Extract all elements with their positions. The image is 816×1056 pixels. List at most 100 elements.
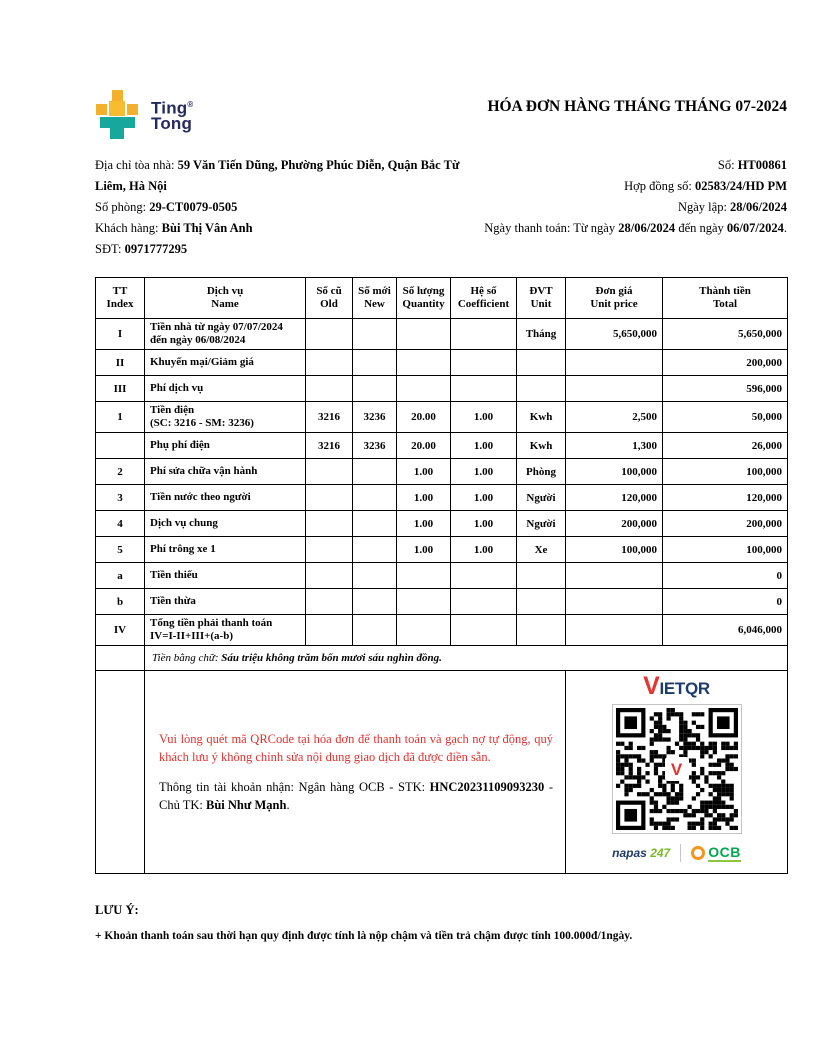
cell-total: 6,046,000	[662, 614, 788, 646]
invoice-info: Địa chỉ tòa nhà: 59 Văn Tiến Dũng, Phườn…	[95, 155, 787, 260]
cell-old	[305, 484, 353, 511]
cell-old	[305, 588, 353, 615]
table-row: 1 Tiền điện (SC: 3216 - SM: 3236) 3216 3236 2…	[95, 401, 788, 433]
cell-unit	[516, 614, 566, 646]
cell-name: Phụ phí điện	[144, 432, 306, 459]
cell-price: 100,000	[565, 536, 663, 563]
invoice-title: HÓA ĐƠN HÀNG THÁNG THÁNG 07-2024	[487, 98, 787, 115]
cell-price: 2,500	[565, 401, 663, 433]
column-header-line: Dịch vụ	[206, 285, 244, 297]
cell-name: Dịch vụ chung	[144, 510, 306, 537]
cell-new: 3236	[352, 432, 397, 459]
partner-divider	[680, 844, 682, 862]
cell-new	[352, 318, 397, 350]
qr-center-v-letter: V	[670, 759, 683, 779]
info-line: Hợp đồng số: 02583/24/HD PM	[475, 176, 787, 197]
column-header-line: New	[364, 298, 385, 310]
cell-unit: Người	[516, 484, 566, 511]
text-segment: HNC20231109093230	[429, 779, 545, 794]
text-segment: Số phòng:	[95, 200, 150, 214]
column-header-line: Hệ số	[470, 285, 497, 297]
info-line: Khách hàng: Bùi Thị Vân Anh	[95, 218, 475, 239]
cell-price	[565, 614, 663, 646]
cell-tt: a	[95, 562, 145, 589]
invoice-notes: LƯU Ý: + Khoản thanh toán sau thời hạn q…	[95, 903, 787, 942]
cell-new	[352, 588, 397, 615]
table-row: 5 Phí trông xe 1 1.00 1.00 Xe 100,000 100,000	[95, 536, 788, 563]
text-segment: Bùi Thị Vân Anh	[161, 221, 253, 235]
cell-old: 3216	[305, 432, 353, 459]
cell-qty: 1.00	[396, 484, 451, 511]
cell-qty	[396, 562, 451, 589]
cell-name: Tiền thừa	[144, 588, 306, 615]
account-info-text: Thông tin tài khoản nhận: Ngân hàng OCB …	[159, 778, 553, 814]
vietqr-qr: QR	[685, 679, 710, 698]
cell-name: Tiền thiếu	[144, 562, 306, 589]
text-segment: - Chủ TK:	[159, 779, 553, 812]
column-header: Thành tiền Total	[662, 277, 788, 319]
table-header-row: TT Index Dịch vụ Name Số cũ Old Số mới New Số lư…	[95, 277, 788, 319]
text-segment: 28/06/2024	[730, 200, 787, 214]
cell-coef: 1.00	[450, 510, 517, 537]
cell-name-line: đến ngày 06/08/2024	[150, 334, 246, 346]
ocb-logo: OCB	[691, 843, 741, 862]
cell-new	[352, 614, 397, 646]
cell-tt	[95, 432, 145, 459]
text-segment: Bùi Như Mạnh	[206, 797, 287, 812]
table-row: a Tiền thiếu 0	[95, 562, 788, 589]
cell-tt: III	[95, 375, 145, 402]
cell-tt: II	[95, 349, 145, 376]
info-line: Ngày lập: 28/06/2024	[475, 197, 787, 218]
cell-old	[305, 536, 353, 563]
table-row: III Phí dịch vụ 596,000	[95, 375, 788, 402]
cell-name-line: IV=I-II+III+(a-b)	[150, 630, 233, 642]
cell-qty	[396, 614, 451, 646]
amount-words-value: Sáu triệu không trăm bốn mươi sáu nghìn …	[221, 652, 442, 664]
text-segment: 0971777295	[124, 242, 188, 256]
column-header: Đơn giá Unit price	[565, 277, 663, 319]
vietqr-panel: VIETQR V napas 247 OCB	[565, 670, 788, 874]
column-header-line: Unit	[530, 298, 552, 310]
cell-total: 0	[662, 588, 788, 615]
cell-coef	[450, 614, 517, 646]
cell-name: Phí sửa chữa vận hành	[144, 458, 306, 485]
qr-warning-text: Vui lòng quét mã QRCode tại hóa đơn để t…	[159, 732, 553, 765]
cell-new	[352, 375, 397, 402]
text-segment: Số:	[717, 158, 738, 172]
column-header: Số lượng Quantity	[396, 277, 451, 319]
table-row: 2 Phí sửa chữa vận hành 1.00 1.00 Phòng 100,0…	[95, 458, 788, 485]
column-header-line: Số mới	[358, 285, 391, 297]
table-row: 4 Dịch vụ chung 1.00 1.00 Người 200,000 200,00…	[95, 510, 788, 537]
cell-coef: 1.00	[450, 401, 517, 433]
info-line: Ngày thanh toán: Từ ngày 28/06/2024 đến …	[475, 218, 787, 239]
empty-cell	[95, 670, 145, 874]
column-header-line: Đơn giá	[595, 285, 633, 297]
cell-unit	[516, 562, 566, 589]
cell-price	[565, 562, 663, 589]
amount-in-words-row: Tiền bằng chữ: Sáu triệu không trăm bốn …	[95, 645, 788, 671]
cell-tt: 4	[95, 510, 145, 537]
logo-pixel	[127, 104, 138, 115]
cell-coef	[450, 375, 517, 402]
cell-total: 5,650,000	[662, 318, 788, 350]
table-row: II Khuyến mại/Giảm giá 200,000	[95, 349, 788, 376]
cell-new	[352, 484, 397, 511]
invoice-table-footer: Tiền bằng chữ: Sáu triệu không trăm bốn …	[95, 645, 788, 874]
info-line: SĐT: 0971777295	[95, 239, 475, 260]
cell-price: 1,300	[565, 432, 663, 459]
cell-total: 50,000	[662, 401, 788, 433]
column-header: Dịch vụ Name	[144, 277, 306, 319]
cell-qty: 1.00	[396, 510, 451, 537]
cell-total: 100,000	[662, 458, 788, 485]
invoice-header: Ting® Tong HÓA ĐƠN HÀNG THÁNG THÁNG 07-2…	[95, 90, 787, 139]
cell-name: Phí trông xe 1	[144, 536, 306, 563]
ocb-circle-icon	[691, 846, 706, 860]
cell-new	[352, 562, 397, 589]
cell-qty: 1.00	[396, 536, 451, 563]
ocb-word: OCB	[708, 843, 741, 862]
cell-name-line: Tiền nhà từ ngày 07/07/2024	[150, 321, 283, 333]
text-segment: 28/06/2024	[618, 221, 676, 235]
info-line: Địa chỉ tòa nhà: 59 Văn Tiến Dũng, Phườn…	[95, 155, 475, 197]
text-segment: 06/07/2024	[726, 221, 784, 235]
column-header-line: Quantity	[402, 298, 445, 310]
